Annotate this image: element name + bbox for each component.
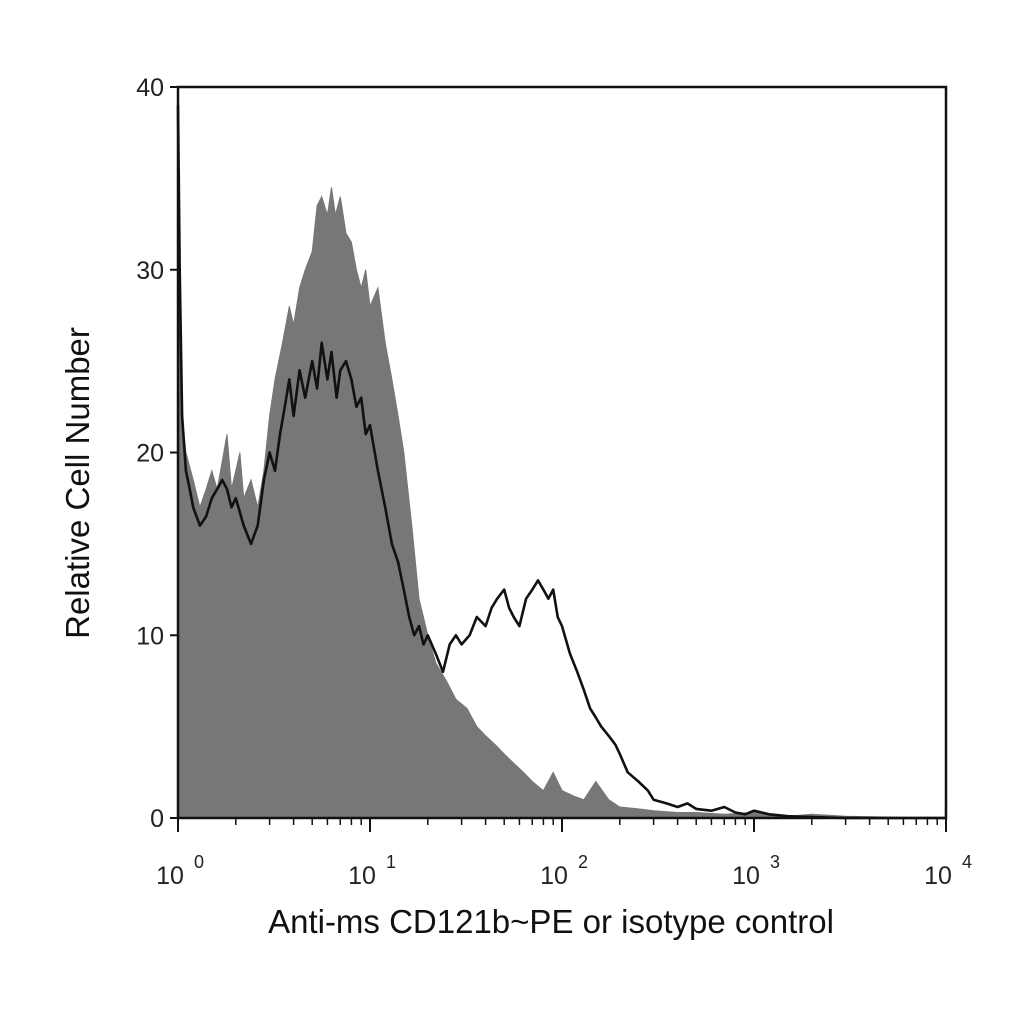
y-tick-label: 0 — [150, 805, 164, 833]
x-tick-label: 10 — [732, 862, 760, 890]
x-axis-title: Anti-ms CD121b~PE or isotype control — [268, 903, 834, 940]
y-tick-label: 10 — [136, 622, 164, 650]
x-tick-label: 10 — [540, 862, 568, 890]
y-tick-label: 40 — [136, 74, 164, 102]
y-tick-label: 20 — [136, 440, 164, 468]
plot-area — [176, 87, 947, 820]
x-tick-label: 10 — [348, 862, 376, 890]
x-tick-exponent: 3 — [770, 852, 780, 872]
x-tick-label: 10 — [156, 862, 184, 890]
isotype-control-histogram — [177, 178, 947, 819]
x-tick-exponent: 2 — [578, 852, 588, 872]
x-tick-exponent: 1 — [386, 852, 396, 872]
y-tick-label: 30 — [136, 257, 164, 285]
x-tick-label: 10 — [924, 862, 952, 890]
x-tick-exponent: 0 — [194, 852, 204, 872]
y-axis-title: Relative Cell Number — [59, 327, 96, 639]
x-tick-exponent: 4 — [962, 852, 972, 872]
cd121b-stained-histogram-line — [176, 105, 946, 820]
axes: 0 10 20 30 40 10 0 10 1 10 2 10 3 10 4 — [136, 74, 972, 890]
